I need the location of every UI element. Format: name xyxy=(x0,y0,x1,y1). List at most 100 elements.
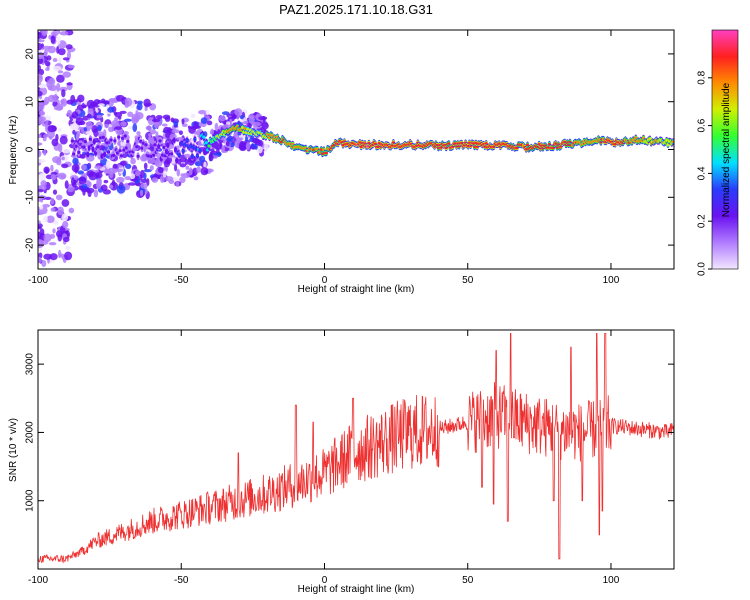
spectrogram-ridge-cell xyxy=(474,141,478,145)
spectrogram-cell xyxy=(62,57,70,61)
spectrogram-ridge-cell xyxy=(204,141,209,145)
spectrogram-cell xyxy=(57,127,62,132)
spectrogram-cell xyxy=(40,180,47,187)
snr-x-tick-label: 50 xyxy=(462,575,474,586)
spectrogram-cell xyxy=(42,45,52,50)
spectrogram-cell xyxy=(43,149,47,156)
spectrogram-y-tick-label: -10 xyxy=(25,190,36,205)
spectrogram-cell xyxy=(86,170,95,178)
spectrogram-y-tick-label: 10 xyxy=(25,96,36,108)
spectrogram-cell xyxy=(82,188,86,196)
spectrogram-cell xyxy=(97,124,102,132)
spectrogram-ridge-cell xyxy=(537,143,541,146)
spectrogram-ridge-cell xyxy=(87,146,91,150)
spectrogram-ridge-cell xyxy=(157,144,161,148)
spectrogram-cell xyxy=(218,115,226,122)
spectrogram-cell xyxy=(50,174,57,181)
spectrogram-cell xyxy=(163,126,171,134)
spectrogram-y-ticks: -20 -10 0 10 20 xyxy=(25,48,674,252)
spectrogram-cell xyxy=(43,166,50,174)
spectrogram-ridge-cell xyxy=(94,151,98,155)
spectrogram-ridge-cell xyxy=(270,134,274,137)
spectrogram-cell xyxy=(116,184,126,194)
spectrogram-cell xyxy=(51,138,59,147)
spectrogram-cell xyxy=(38,57,44,65)
spectrogram-cell xyxy=(179,163,187,168)
spectrogram-ridge-cell xyxy=(190,155,194,159)
spectrogram-cell xyxy=(144,106,148,111)
spectrogram-cell xyxy=(63,236,70,243)
spectrogram-cell xyxy=(77,170,85,175)
spectrogram-cell xyxy=(50,197,55,205)
spectrogram-cell xyxy=(131,113,141,123)
spectrogram-cell xyxy=(104,123,109,129)
spectrogram-cell xyxy=(239,114,244,120)
snr-y-tick-label: 1000 xyxy=(25,489,36,512)
spectrogram-ridge-cell xyxy=(158,139,162,143)
spectrogram-cell xyxy=(38,39,45,43)
spectrogram-cell xyxy=(75,117,84,126)
spectrogram-ridge-cell xyxy=(127,145,131,149)
spectrogram-ridge-cell xyxy=(144,143,148,147)
spectrogram-cell xyxy=(47,125,57,133)
spectrogram-cell xyxy=(43,215,48,223)
spectrogram-cell xyxy=(175,181,180,187)
colorbar-frame xyxy=(711,29,739,270)
snr-panel: -100 -50 0 50 100 1000 2000 3000 Height of str… xyxy=(8,329,675,595)
spectrogram-ridge-cell xyxy=(665,139,669,142)
spectrogram-ridge-cell xyxy=(173,148,178,152)
spectrogram-cell xyxy=(106,104,110,109)
spectrogram-cell xyxy=(200,117,208,124)
spectrogram-cell xyxy=(61,199,70,207)
spectrogram-cell xyxy=(87,189,92,198)
spectrogram-ridge-cell xyxy=(246,127,250,131)
spectrogram-x-tick-label: 0 xyxy=(322,275,328,286)
spectrogram-cell xyxy=(119,160,127,166)
spectrogram-cell xyxy=(86,113,92,119)
spectrogram-ridge-cell xyxy=(109,138,113,142)
figure-title: PAZ1.2025.171.10.18.G31 xyxy=(279,2,433,17)
spectrogram-cell xyxy=(55,194,63,201)
spectrogram-cell xyxy=(114,168,123,172)
spectrogram-cell xyxy=(57,206,64,216)
spectrogram-cell xyxy=(229,118,233,128)
snr-x-tick-label: 100 xyxy=(603,575,620,586)
spectrogram-cell xyxy=(234,108,243,116)
spectrogram-cell xyxy=(198,110,207,115)
spectrogram-cell xyxy=(107,106,115,113)
spectrogram-cell xyxy=(205,109,210,116)
spectrogram-cell xyxy=(61,163,69,169)
spectrogram-cell xyxy=(148,133,153,137)
spectrogram-cell xyxy=(93,111,97,120)
spectrogram-cell xyxy=(210,128,215,135)
spectrogram-cell xyxy=(206,120,213,126)
spectrogram-cell xyxy=(252,121,261,127)
spectrogram-cell xyxy=(108,126,115,133)
spectrogram-cell xyxy=(45,67,50,72)
spectrogram-ridge-cell xyxy=(207,144,211,148)
spectrogram-cell xyxy=(105,160,111,170)
spectrogram-ridge-cell xyxy=(648,137,652,141)
spectrogram-cell xyxy=(38,116,46,122)
spectrogram-cell xyxy=(173,120,179,127)
spectrogram-cell xyxy=(43,253,52,260)
spectrogram-cell xyxy=(176,168,181,177)
snr-y-tick-label: 2000 xyxy=(25,421,36,444)
spectrogram-cell xyxy=(183,172,190,179)
colorbar-gradient xyxy=(712,30,738,269)
spectrogram-cell xyxy=(139,189,144,197)
spectrogram-ridge-cell xyxy=(194,147,198,151)
snr-plot-area xyxy=(38,330,674,569)
spectrogram-cell xyxy=(188,167,193,176)
spectrogram-cell xyxy=(116,94,125,102)
spectrogram-cell xyxy=(117,141,122,146)
colorbar-tick-label: 0.2 xyxy=(697,214,708,228)
colorbar-tick-label: 0.0 xyxy=(697,262,708,276)
spectrogram-ridge-cell xyxy=(170,152,174,156)
spectrogram-ridge-cell xyxy=(166,143,170,147)
spectrogram-ridge-cell xyxy=(82,145,86,149)
spectrogram-cell xyxy=(86,181,92,188)
spectrogram-ridge-cell xyxy=(105,141,109,145)
spectrogram-ridge-cell xyxy=(181,149,185,153)
spectrogram-cell xyxy=(52,58,58,62)
